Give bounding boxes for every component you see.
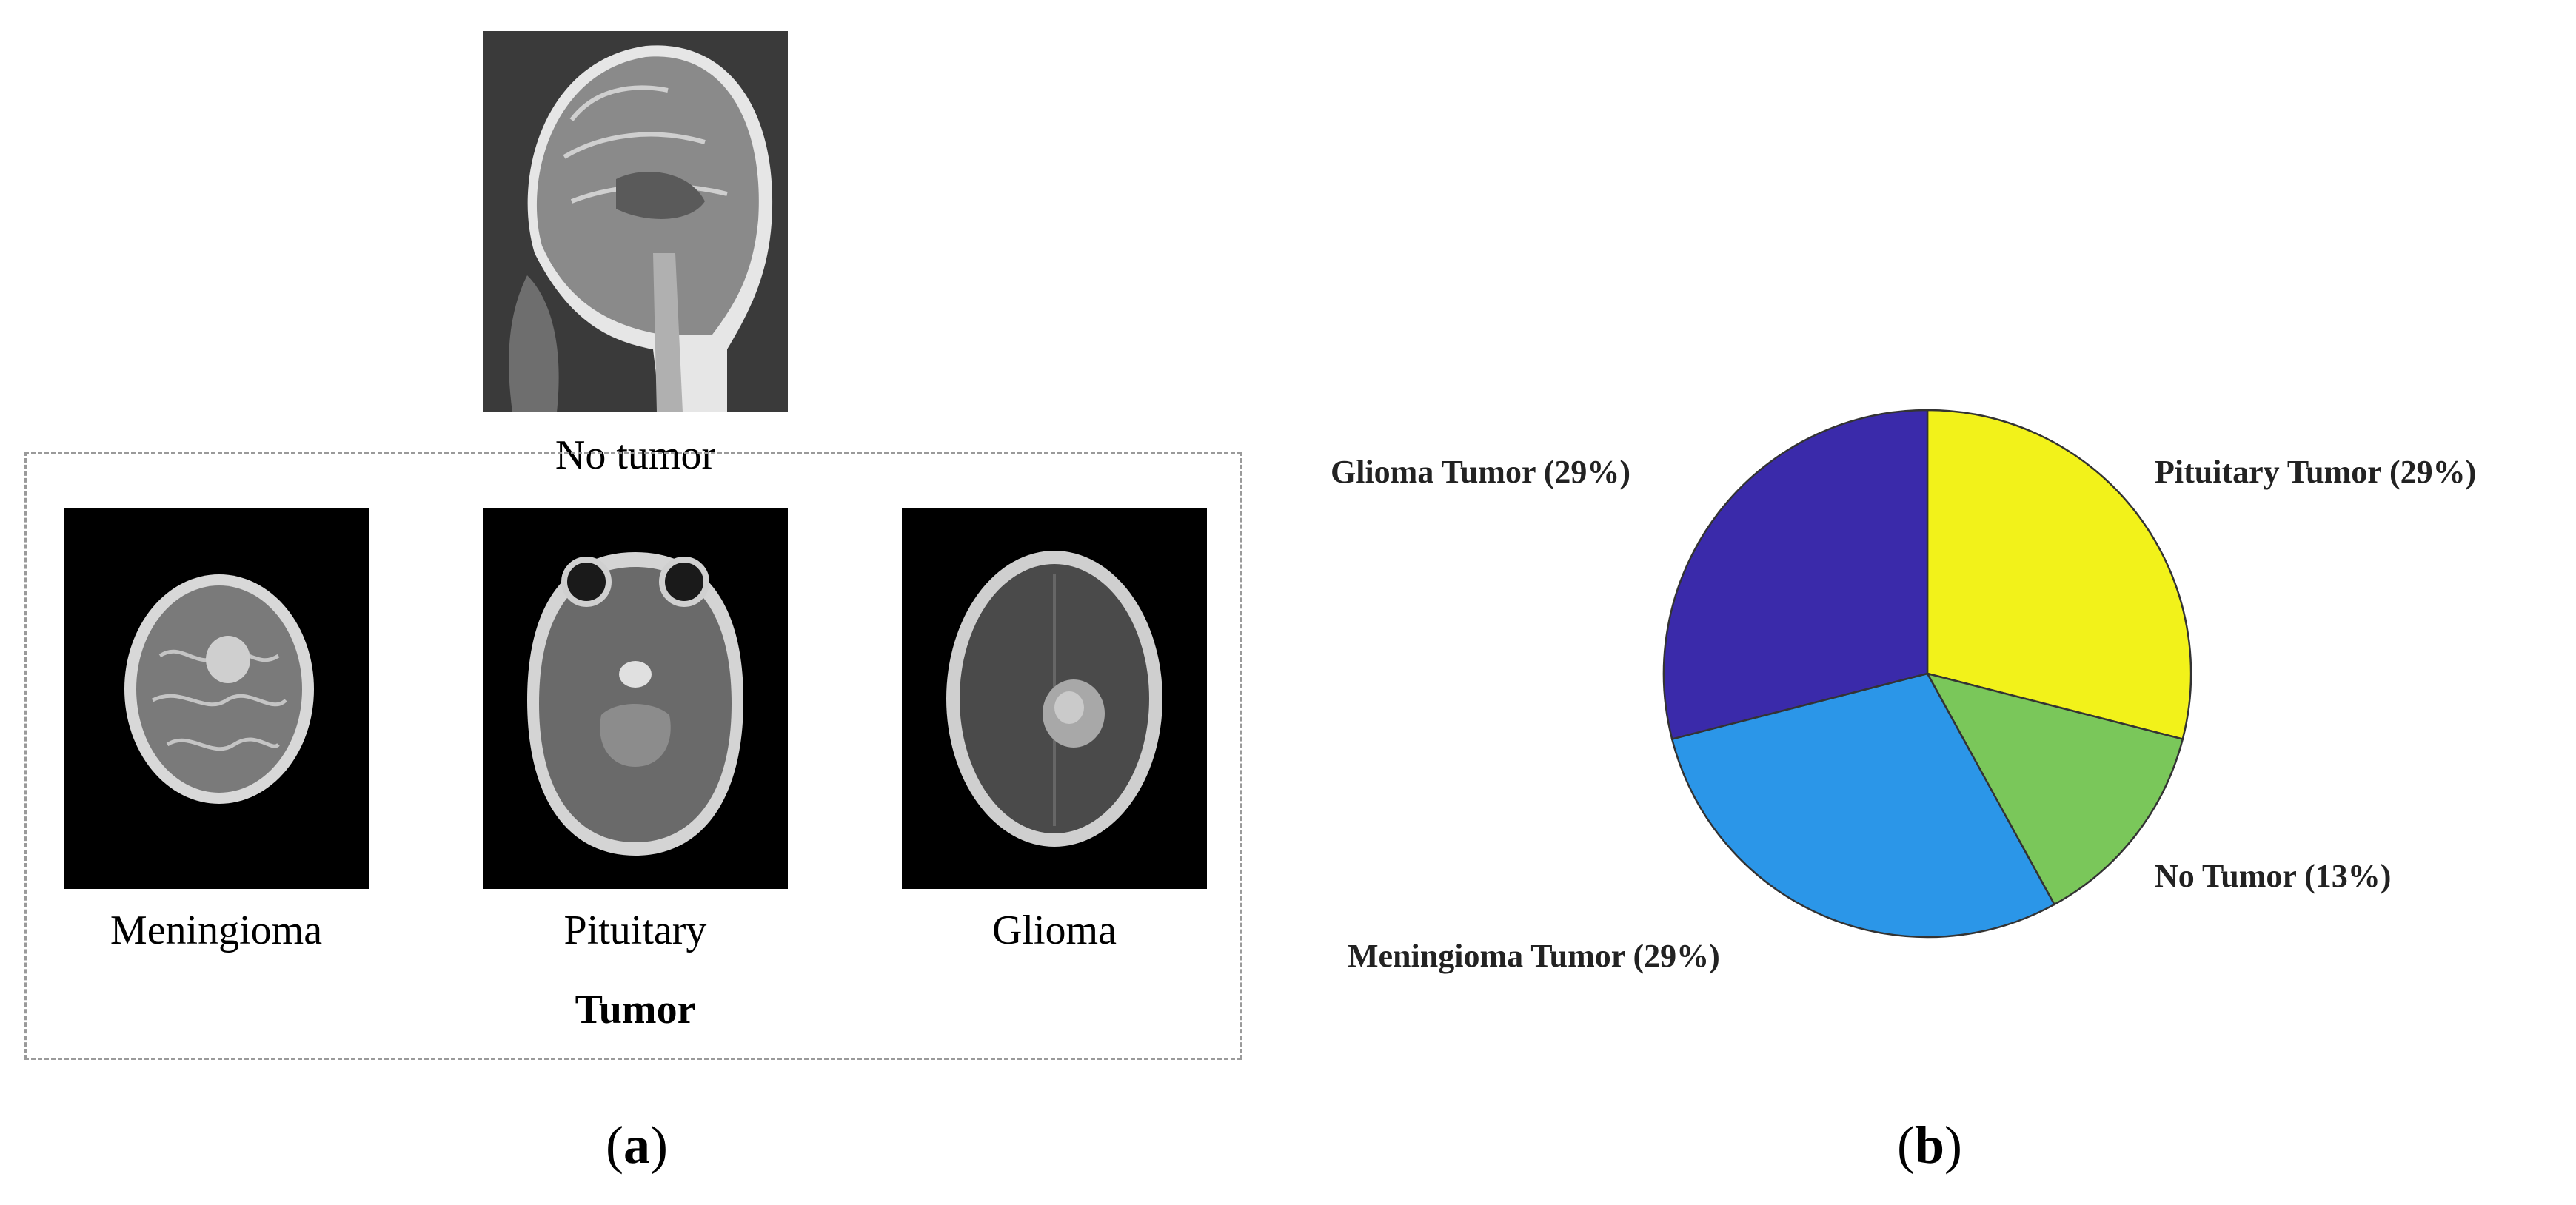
pie-label-meningioma-tumor: Meningioma Tumor (29%) bbox=[1348, 938, 1720, 974]
panel-b-label-close: ) bbox=[1944, 1115, 1962, 1175]
panel-a-label: (a) bbox=[563, 1115, 711, 1176]
panel-a-label-letter: a bbox=[623, 1115, 650, 1175]
panel-a-label-open: ( bbox=[606, 1115, 623, 1175]
pie-slice-no-tumor bbox=[1925, 672, 2184, 906]
pie-slice-glioma-tumor bbox=[1662, 409, 1929, 741]
pie-slice-pituitary-tumor bbox=[1926, 409, 2192, 741]
panel-b-label-letter: b bbox=[1914, 1115, 1945, 1175]
pie-label-no-tumor: No Tumor (13%) bbox=[2155, 858, 2391, 894]
mri-meningioma-image bbox=[64, 508, 369, 889]
pie-label-pituitary-tumor: Pituitary Tumor (29%) bbox=[2155, 454, 2476, 490]
pie-slice-meningioma-tumor bbox=[1670, 672, 2056, 939]
mri-no-tumor-image bbox=[483, 31, 788, 412]
tumor-group-label: Tumor bbox=[575, 987, 696, 1033]
pituitary-caption: Pituitary bbox=[563, 907, 707, 953]
pie-label-glioma-tumor: Glioma Tumor (29%) bbox=[1331, 454, 1630, 490]
glioma-caption: Glioma bbox=[992, 907, 1117, 953]
mri-glioma-image bbox=[902, 508, 1207, 889]
no-tumor-caption: No tumor bbox=[555, 432, 716, 478]
panel-a-label-close: ) bbox=[650, 1115, 668, 1175]
tumor-group-box bbox=[24, 452, 1242, 1060]
meningioma-caption: Meningioma bbox=[110, 907, 323, 953]
mri-pituitary-image bbox=[483, 508, 788, 889]
panel-b-label: (b) bbox=[1856, 1115, 2004, 1176]
panel-b-label-open: ( bbox=[1896, 1115, 1915, 1175]
